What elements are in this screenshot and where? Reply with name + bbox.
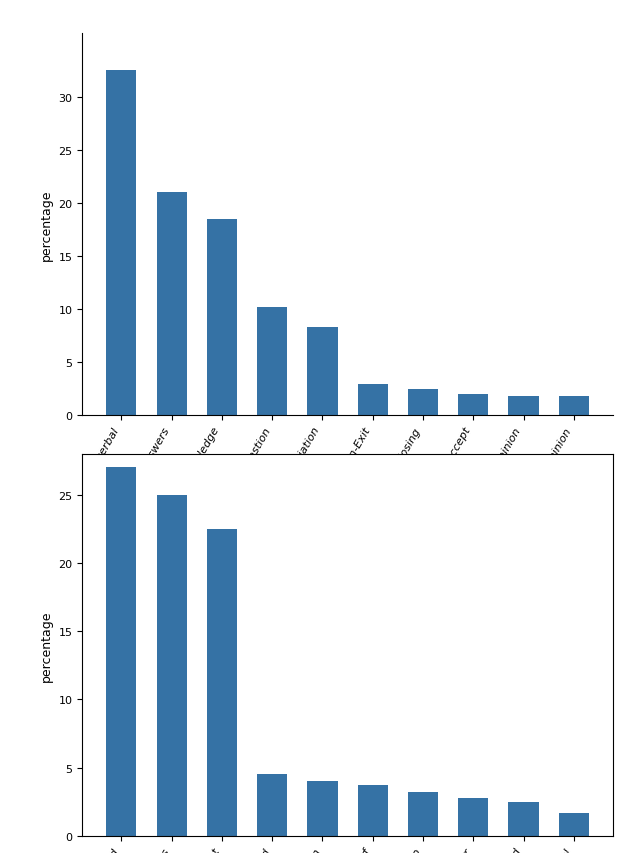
X-axis label: labels: labels [329, 549, 366, 563]
Bar [257, 308, 288, 416]
Bar [207, 220, 237, 416]
Bar [307, 328, 337, 416]
Bar [157, 495, 186, 836]
Bar [559, 397, 589, 416]
Bar [559, 813, 589, 836]
Bar [106, 72, 137, 416]
Bar [257, 775, 288, 836]
Bar [207, 529, 237, 836]
Bar [458, 395, 489, 416]
Bar [358, 786, 388, 836]
Bar [358, 384, 388, 416]
Bar [408, 390, 438, 416]
Y-axis label: percentage: percentage [40, 609, 52, 681]
Bar [458, 798, 489, 836]
Text: (a)  SwDA: (a) SwDA [302, 614, 393, 632]
Y-axis label: percentage: percentage [40, 189, 52, 261]
Bar [408, 792, 438, 836]
Bar [157, 194, 186, 416]
Bar [106, 467, 137, 836]
Bar [509, 397, 538, 416]
Bar [307, 781, 337, 836]
Bar [509, 802, 538, 836]
